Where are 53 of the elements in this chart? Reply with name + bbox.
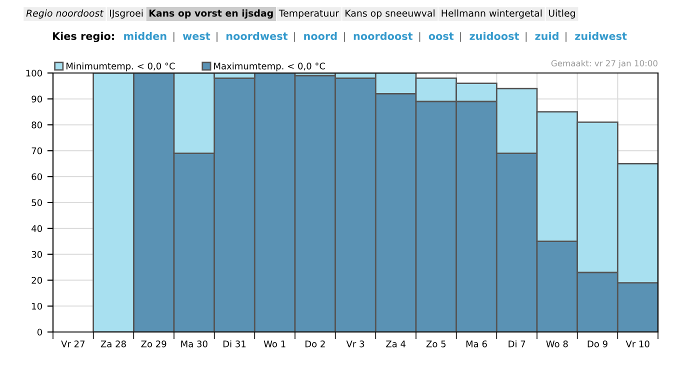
x-tick-label: Ma 30 <box>181 340 208 348</box>
x-tick-label: Wo 8 <box>546 340 568 348</box>
y-tick-label: 0 <box>37 328 42 336</box>
text: zuid <box>535 32 558 40</box>
x-tick-label: Di 7 <box>508 340 526 348</box>
text: Hellmann wintergetal <box>442 9 542 19</box>
text: Regio noordoost <box>26 9 104 19</box>
text: | <box>173 32 174 42</box>
text: noordoost <box>354 32 413 40</box>
text: IJsgroei <box>110 9 143 19</box>
text: | <box>344 32 345 42</box>
x-tick-label: Ma 6 <box>466 340 487 348</box>
x-tick-label: Vr 27 <box>61 340 85 348</box>
text: midden <box>124 32 166 40</box>
y-tick-label: 70 <box>32 147 42 154</box>
text: | <box>526 32 527 42</box>
text: Kans op vorst en ijsdag <box>149 9 273 19</box>
x-tick-label: Wo 1 <box>264 340 286 348</box>
y-tick-label: 40 <box>32 225 42 232</box>
x-tick-label: Vr 10 <box>626 340 650 348</box>
text: Kans op sneeuwval <box>346 9 434 19</box>
x-tick-label: Do 9 <box>588 340 608 348</box>
x-tick-label: Zo 5 <box>426 340 446 348</box>
text: noordwest <box>226 32 288 40</box>
legend-label: Maximumtemp. < 0,0 °C <box>214 62 326 72</box>
x-tick-label: Za 28 <box>100 340 126 348</box>
text: | <box>216 32 218 42</box>
text: noord <box>304 32 337 40</box>
y-tick-label: 80 <box>32 122 42 128</box>
text: | <box>294 32 296 42</box>
x-tick-label: Vr 3 <box>346 340 364 348</box>
text: | <box>419 32 420 42</box>
x-tick-label: Za 4 <box>386 340 406 348</box>
text: Temperatuur <box>278 10 340 19</box>
text: zuidoost <box>470 32 520 40</box>
text: west <box>182 32 210 40</box>
x-tick-label: Do 2 <box>306 340 325 348</box>
text: Uitleg <box>548 9 575 19</box>
y-tick-label: 30 <box>32 251 42 258</box>
text: | <box>460 32 462 42</box>
text: Kies regio: <box>52 32 114 42</box>
x-tick-label: Di 31 <box>223 340 246 348</box>
text: Gemaakt: vr 27 jan 10:00 <box>551 60 658 68</box>
y-tick-label: 60 <box>32 173 42 180</box>
y-tick-label: 50 <box>32 199 42 206</box>
y-tick-label: 20 <box>32 276 42 284</box>
y-tick-label: 10 <box>32 302 42 310</box>
text: zuidwest <box>575 32 627 40</box>
legend-label: Minimumtemp. < 0,0 °C <box>66 62 175 72</box>
y-tick-label: 100 <box>26 70 42 77</box>
x-tick-label: Zo 29 <box>141 340 166 348</box>
y-tick-label: 90 <box>32 96 42 102</box>
text: oost <box>428 32 454 40</box>
